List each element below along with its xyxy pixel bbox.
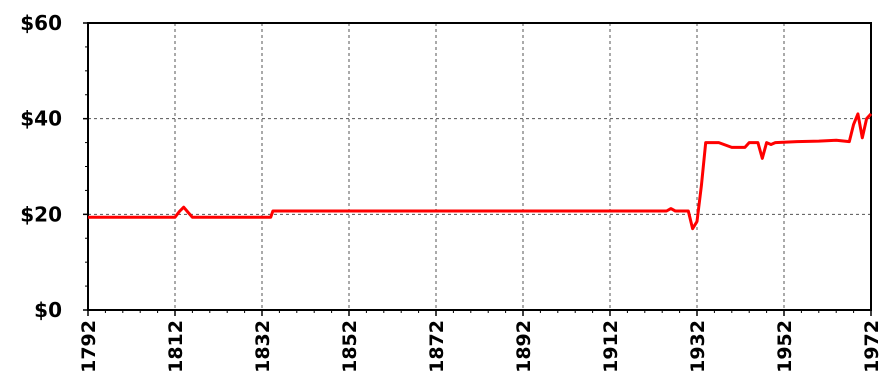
plot-frame — [87, 22, 872, 311]
x-tick-label: 1812 — [165, 320, 187, 373]
y-tick-label: $40 — [20, 107, 62, 131]
x-tick-label: 1792 — [78, 320, 100, 373]
x-tick-label: 1912 — [600, 320, 622, 373]
y-tick-label: $20 — [20, 202, 62, 226]
series-layer — [88, 112, 873, 231]
x-tick-label: 1872 — [426, 320, 448, 373]
y-tick-labels: $0 $20 $40 $60 — [20, 11, 62, 322]
grid-lines — [88, 23, 871, 310]
series-line — [88, 112, 873, 231]
axes — [83, 22, 872, 316]
x-tick-labels: 1792 1812 1832 1852 1872 1892 1912 1932 1952 1972 — [78, 320, 883, 373]
x-tick-label: 1832 — [252, 320, 274, 373]
x-tick-label: 1972 — [861, 320, 883, 373]
x-tick-label: 1892 — [513, 320, 535, 373]
y-tick-label: $0 — [34, 298, 62, 322]
x-tick-label: 1932 — [687, 320, 709, 373]
x-tick-label: 1852 — [339, 320, 361, 373]
x-tick-label: 1952 — [774, 320, 796, 373]
y-tick-label: $60 — [20, 11, 62, 35]
